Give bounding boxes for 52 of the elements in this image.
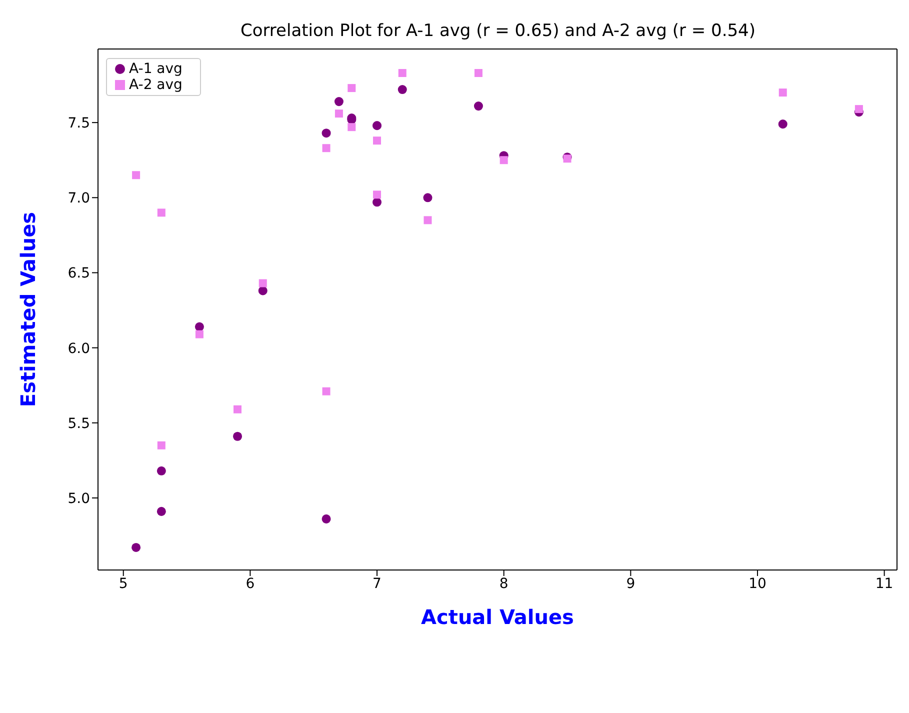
x-tick-label: 7 xyxy=(372,576,382,592)
point xyxy=(474,69,482,78)
point xyxy=(474,102,483,111)
point xyxy=(398,69,406,78)
y-tick-label: 5.0 xyxy=(68,490,90,507)
point xyxy=(372,198,382,207)
point xyxy=(132,171,140,180)
y-tick-label: 6.0 xyxy=(68,340,90,357)
point xyxy=(423,193,432,202)
point xyxy=(132,542,141,552)
point xyxy=(373,136,382,145)
point xyxy=(322,128,331,138)
point xyxy=(194,322,204,332)
point xyxy=(322,144,330,152)
point xyxy=(334,97,344,106)
point xyxy=(334,110,343,118)
point xyxy=(424,216,432,224)
point xyxy=(372,121,382,130)
y-axis-title: Estimated Values xyxy=(16,212,40,408)
x-tick-label: 6 xyxy=(246,576,255,592)
point xyxy=(348,123,356,132)
point xyxy=(398,85,407,94)
point xyxy=(156,506,166,516)
x-tick-label: 11 xyxy=(875,576,894,592)
point xyxy=(373,190,382,199)
point xyxy=(348,84,356,92)
y-tick-label: 6.5 xyxy=(68,266,90,282)
y-tick-label: 7.0 xyxy=(68,190,90,207)
x-tick-label: 8 xyxy=(499,576,508,592)
y-tick-label: 7.5 xyxy=(68,116,90,132)
chart-title: Correlation Plot for A-1 avg (r = 0.65) and A-2 avg (r = 0.54) xyxy=(240,21,756,41)
point xyxy=(234,405,242,414)
point xyxy=(157,208,166,217)
point xyxy=(232,432,242,441)
point xyxy=(778,120,788,129)
point xyxy=(156,466,166,476)
x-tick-label: 10 xyxy=(748,576,766,592)
point xyxy=(258,286,268,296)
legend-label: A-2 avg xyxy=(129,77,182,93)
point xyxy=(322,514,331,524)
x-tick-label: 9 xyxy=(626,576,636,592)
point xyxy=(157,441,166,450)
point xyxy=(195,330,204,338)
x-axis-title: Actual Values xyxy=(421,605,574,629)
point xyxy=(500,156,508,164)
point xyxy=(322,387,330,396)
point xyxy=(778,88,787,97)
point xyxy=(854,105,863,114)
y-tick-label: 5.5 xyxy=(68,416,90,432)
x-tick-label: 5 xyxy=(118,576,128,592)
legend-label: A-1 avg xyxy=(129,61,182,77)
point xyxy=(258,279,267,288)
